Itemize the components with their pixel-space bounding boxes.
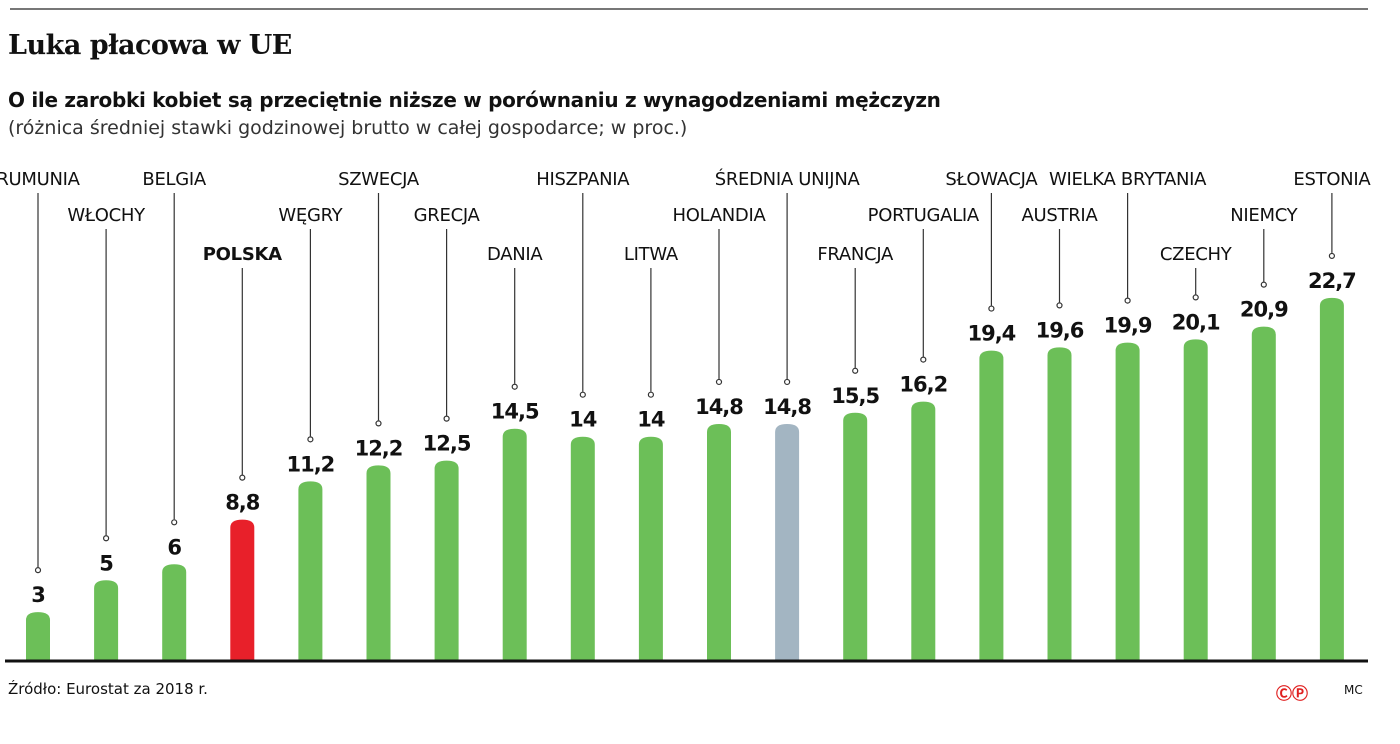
category-label: ESTONIA xyxy=(1293,169,1371,190)
bar xyxy=(911,401,936,660)
value-label: 20,9 xyxy=(1240,298,1288,322)
chart-note: (różnica średniej stawki godzinowej brut… xyxy=(8,117,688,139)
value-label: 20,1 xyxy=(1172,310,1220,334)
leader-dot xyxy=(920,356,927,363)
value-label: 11,2 xyxy=(286,452,334,476)
value-label: 8,8 xyxy=(225,491,260,515)
category-label: FRANCJA xyxy=(817,244,894,265)
leader-dot xyxy=(34,567,42,574)
bar xyxy=(298,481,323,660)
source-text: Źródło: Eurostat za 2018 r. xyxy=(8,680,208,698)
leader-dot xyxy=(511,383,518,390)
value-label: 12,2 xyxy=(355,436,403,460)
leader-dot xyxy=(715,378,723,386)
category-label: GRECJA xyxy=(414,205,481,226)
category-label: HOLANDIA xyxy=(672,205,766,226)
leader-dot xyxy=(852,367,859,374)
bar xyxy=(1251,326,1276,660)
leader-dot xyxy=(443,415,450,422)
bar xyxy=(26,612,50,660)
category-label: SZWECJA xyxy=(338,169,420,190)
value-label: 12,5 xyxy=(423,432,471,456)
author-initials: MC xyxy=(1344,683,1363,697)
bar xyxy=(775,423,800,660)
chart-title: Luka płacowa w UE xyxy=(8,30,292,61)
category-label: WŁOCHY xyxy=(67,205,146,226)
leader-dot xyxy=(783,378,791,386)
leader-dot xyxy=(375,420,382,427)
value-label: 14 xyxy=(637,408,665,432)
value-label: 3 xyxy=(31,583,45,607)
bar xyxy=(979,350,1004,660)
category-label: CZECHY xyxy=(1160,244,1233,265)
bar xyxy=(707,423,731,660)
bar xyxy=(434,460,459,660)
leader-dot xyxy=(1260,281,1267,288)
category-label: BELGIA xyxy=(142,169,207,190)
leader-dot xyxy=(647,391,655,398)
value-label: 15,5 xyxy=(831,384,879,408)
category-label: DANIA xyxy=(487,244,543,265)
bar xyxy=(1115,342,1140,660)
leader-dot xyxy=(171,519,178,526)
bar xyxy=(366,465,391,660)
bar xyxy=(502,428,527,660)
leader-dot xyxy=(1192,294,1199,301)
bar xyxy=(162,564,187,660)
value-label: 19,9 xyxy=(1104,314,1152,338)
bar xyxy=(843,412,868,660)
category-label: HISZPANIA xyxy=(536,169,630,190)
leader-dot xyxy=(579,391,586,398)
value-label: 14,5 xyxy=(491,400,539,424)
bar xyxy=(1183,339,1208,660)
value-label: 6 xyxy=(167,535,181,559)
value-label: 14 xyxy=(569,408,597,432)
leader-dot xyxy=(102,535,110,542)
value-label: 19,6 xyxy=(1036,318,1084,342)
category-label: NIEMCY xyxy=(1230,205,1298,226)
leader-dot xyxy=(239,474,246,481)
leader-dot xyxy=(1328,252,1336,260)
copyright-logo: ⒸⓅ xyxy=(1276,684,1309,703)
leader-dot xyxy=(1056,302,1063,309)
category-label: AUSTRIA xyxy=(1022,205,1099,226)
leader-dot xyxy=(307,436,314,443)
chart-subtitle: O ile zarobki kobiet są przeciętnie niżs… xyxy=(8,88,941,112)
value-label: 14,8 xyxy=(695,395,743,419)
top-rule xyxy=(10,8,1368,10)
category-label: POLSKA xyxy=(203,244,282,265)
bar xyxy=(638,436,663,660)
bar xyxy=(94,580,119,660)
value-label: 5 xyxy=(99,551,113,575)
value-label: 19,4 xyxy=(967,322,1015,346)
category-label: WIELKA BRYTANIA xyxy=(1049,169,1207,190)
category-label: WĘGRY xyxy=(278,205,343,226)
category-label: SŁOWACJA xyxy=(945,169,1038,190)
value-label: 22,7 xyxy=(1308,269,1356,293)
bar xyxy=(230,519,255,660)
bar xyxy=(570,436,595,660)
bar xyxy=(1047,347,1072,660)
category-label: ŚREDNIA UNIJNA xyxy=(715,168,861,190)
bar xyxy=(1319,297,1344,660)
leader-dot xyxy=(1124,297,1131,304)
value-label: 16,2 xyxy=(899,373,947,397)
leader-dot xyxy=(988,305,995,312)
category-label: LITWA xyxy=(624,244,679,265)
category-label: RUMUNIA xyxy=(0,169,81,190)
category-label: PORTUGALIA xyxy=(868,205,980,226)
value-label: 14,8 xyxy=(763,395,811,419)
